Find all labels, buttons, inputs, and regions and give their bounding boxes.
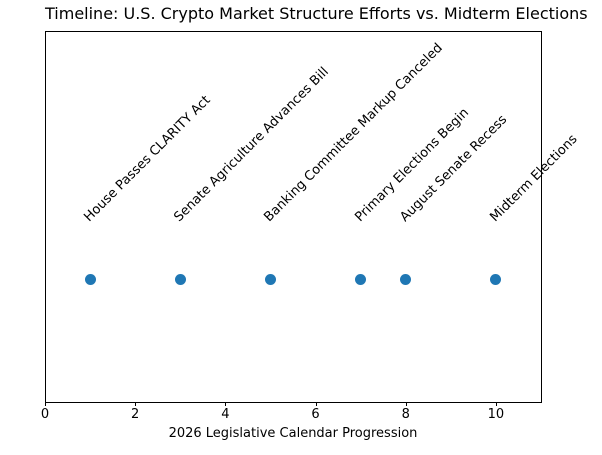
data-point: [174, 273, 186, 285]
x-tick-mark: [135, 402, 137, 406]
data-point: [264, 273, 276, 285]
x-tick-label: 8: [401, 407, 410, 422]
x-tick-label: 10: [487, 407, 505, 422]
x-tick-mark: [315, 402, 317, 406]
data-point: [400, 273, 412, 285]
chart-title: Timeline: U.S. Crypto Market Structure E…: [45, 4, 588, 23]
x-tick-label: 2: [131, 407, 140, 422]
data-point: [490, 273, 502, 285]
x-tick-mark: [405, 402, 407, 406]
x-tick-mark: [495, 402, 497, 406]
x-axis-label: 2026 Legislative Calendar Progression: [168, 426, 418, 441]
x-tick-mark: [225, 402, 227, 406]
plot-area: [45, 31, 542, 403]
x-tick-label: 0: [40, 407, 50, 422]
x-tick-mark: [45, 402, 46, 406]
data-point: [355, 273, 367, 285]
x-tick-label: 4: [221, 407, 230, 422]
data-point: [84, 273, 96, 285]
x-tick-label: 6: [311, 407, 320, 422]
